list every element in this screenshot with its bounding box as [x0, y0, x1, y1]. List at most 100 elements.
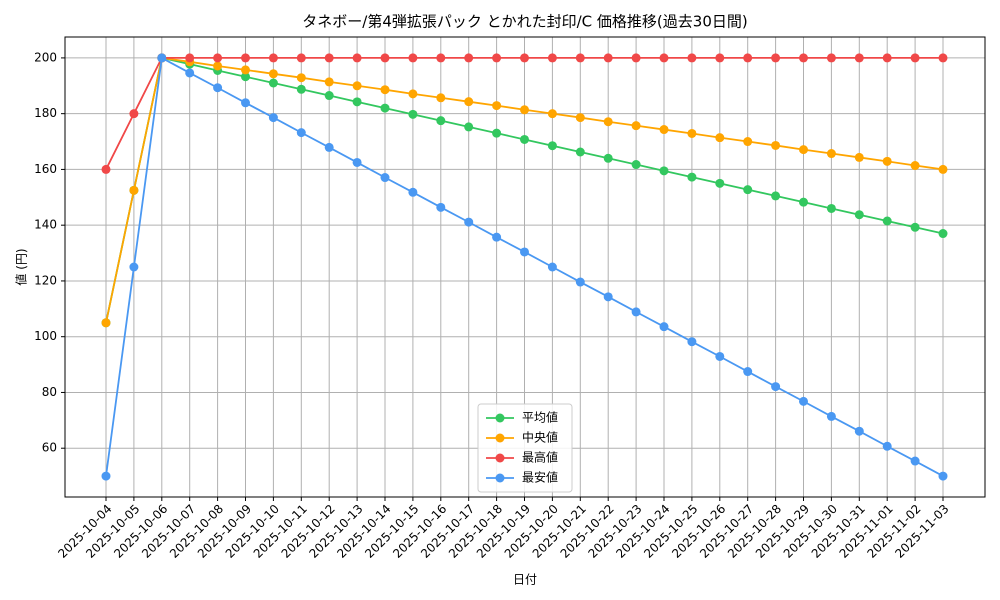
- point: [687, 53, 697, 63]
- y-tick-label: 140: [34, 218, 57, 232]
- point: [296, 128, 306, 138]
- point: [436, 116, 446, 126]
- point: [715, 178, 725, 188]
- point: [492, 232, 502, 242]
- point: [380, 53, 390, 63]
- point: [575, 53, 585, 63]
- point: [101, 318, 111, 328]
- y-axis-label: 値 (円): [14, 248, 29, 285]
- plot: [101, 53, 948, 481]
- legend-marker: [495, 453, 505, 463]
- point: [938, 471, 948, 481]
- point: [575, 277, 585, 287]
- point: [687, 172, 697, 182]
- point: [241, 72, 250, 82]
- point: [380, 103, 390, 113]
- point: [129, 262, 139, 272]
- point: [296, 53, 306, 63]
- point: [854, 210, 864, 220]
- point: [101, 164, 111, 174]
- point: [854, 53, 864, 63]
- point: [352, 157, 362, 167]
- point: [101, 471, 111, 481]
- point: [799, 197, 808, 207]
- y-tick-label: 120: [34, 273, 57, 287]
- point: [826, 203, 836, 213]
- point: [241, 53, 250, 63]
- point: [408, 187, 418, 197]
- point: [603, 53, 613, 63]
- point: [464, 97, 474, 107]
- point: [547, 53, 557, 63]
- point: [185, 53, 195, 63]
- point: [938, 229, 948, 239]
- point: [520, 134, 529, 144]
- point: [799, 53, 808, 63]
- point: [799, 396, 808, 406]
- chart-title: タネボー/第4弾拡張パック とかれた封印/C 価格推移(過去30日間): [302, 13, 747, 31]
- point: [799, 145, 808, 155]
- point: [659, 322, 669, 332]
- point: [771, 191, 781, 201]
- y-tick-label: 180: [34, 106, 57, 120]
- point: [380, 173, 390, 183]
- point: [408, 53, 418, 63]
- point: [380, 85, 390, 95]
- point: [603, 153, 613, 163]
- legend-label: 最安値: [522, 470, 558, 485]
- point: [436, 53, 446, 63]
- legend-marker: [495, 413, 505, 423]
- point: [910, 161, 920, 171]
- point: [324, 77, 334, 87]
- point: [520, 53, 529, 63]
- legend-box: [477, 403, 573, 493]
- point: [631, 53, 641, 63]
- point: [464, 53, 474, 63]
- point: [464, 122, 474, 132]
- legend-label: 最高値: [522, 450, 558, 465]
- point: [882, 53, 892, 63]
- point: [715, 133, 725, 143]
- point: [129, 185, 139, 195]
- point: [882, 441, 892, 451]
- point: [687, 337, 697, 347]
- point: [520, 247, 529, 257]
- point: [826, 149, 836, 159]
- point: [241, 65, 250, 75]
- plot-frame: [64, 36, 986, 498]
- point: [771, 382, 781, 392]
- point: [771, 140, 781, 150]
- point: [910, 456, 920, 466]
- point: [213, 83, 223, 93]
- point: [408, 89, 418, 99]
- point: [603, 117, 613, 127]
- point: [603, 292, 613, 302]
- point: [492, 53, 502, 63]
- point: [268, 53, 278, 63]
- point: [631, 121, 641, 131]
- point: [826, 53, 836, 63]
- point: [296, 73, 306, 83]
- point: [268, 69, 278, 79]
- point: [464, 217, 474, 227]
- point: [910, 222, 920, 232]
- point: [352, 81, 362, 91]
- point: [938, 164, 948, 174]
- point: [352, 97, 362, 107]
- point: [492, 101, 502, 111]
- point: [213, 53, 223, 63]
- point: [547, 109, 557, 119]
- point: [492, 128, 502, 138]
- point: [715, 53, 725, 63]
- point: [129, 109, 139, 119]
- point: [547, 262, 557, 272]
- point: [436, 93, 446, 103]
- point: [268, 113, 278, 123]
- legend-label: 中央値: [522, 430, 558, 445]
- point: [157, 53, 167, 63]
- point: [687, 128, 697, 138]
- point: [575, 113, 585, 123]
- point: [743, 367, 753, 377]
- point: [910, 53, 920, 63]
